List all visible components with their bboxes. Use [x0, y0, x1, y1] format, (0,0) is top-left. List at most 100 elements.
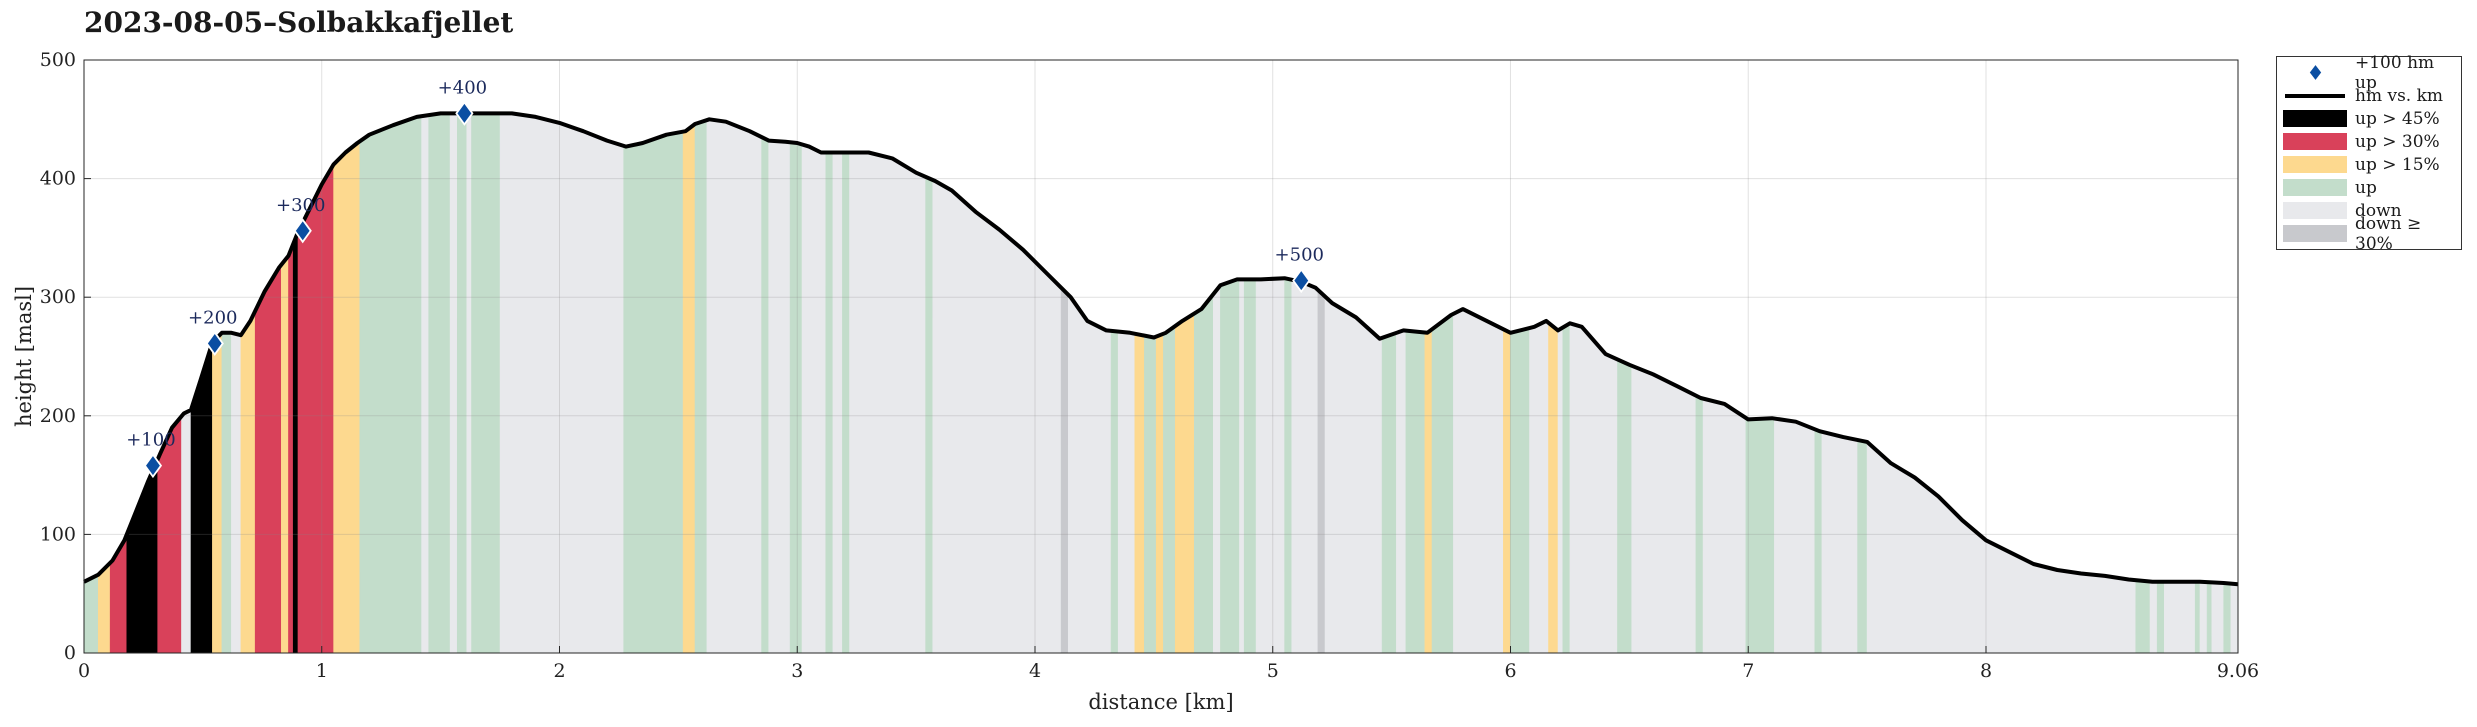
segment-down — [181, 409, 192, 654]
segment-up — [825, 152, 834, 654]
segment-up-15 — [1503, 328, 1511, 654]
legend-label: hm vs. km — [2355, 85, 2444, 106]
x-tick-label: 3 — [791, 660, 803, 682]
legend-label: up > 15% — [2355, 154, 2440, 175]
segment-down — [2199, 581, 2208, 654]
segment-down — [1557, 327, 1564, 654]
legend-label: up > 45% — [2355, 108, 2440, 129]
segment-down-steep — [1060, 286, 1069, 654]
segment-down — [2230, 583, 2239, 654]
segment-down — [1821, 431, 1858, 654]
segment-up-15 — [682, 123, 696, 654]
segment-up-15 — [333, 140, 361, 654]
segment-up — [1284, 277, 1293, 654]
segment-down — [1774, 418, 1816, 654]
segment-up — [1431, 313, 1454, 654]
segment-up — [1562, 322, 1571, 654]
segment-up — [1510, 327, 1530, 654]
segment-down — [706, 118, 762, 654]
y-tick-label: 500 — [40, 49, 76, 71]
segment-up-steep — [292, 231, 299, 654]
legend-item: down ≥ 30% — [2283, 214, 2455, 254]
segment-up — [2156, 581, 2165, 654]
legend-swatch — [2283, 179, 2347, 196]
legend-item: up — [2283, 176, 2455, 199]
segment-down — [421, 114, 430, 654]
segment-down — [1702, 398, 1747, 654]
segment-down — [466, 113, 472, 654]
plot-frame — [83, 59, 2239, 654]
segment-down — [801, 143, 827, 654]
legend-item: up > 30% — [2283, 130, 2455, 153]
y-tick-label: 400 — [40, 168, 76, 190]
legend-label: down ≥ 30% — [2355, 213, 2422, 254]
x-tick-label: 4 — [1029, 660, 1041, 682]
segment-up — [1381, 332, 1397, 654]
segment-up-15 — [1155, 333, 1164, 654]
chart-title: 2023-08-05–Solbakkafjellet — [84, 6, 514, 39]
legend: +100 hm up hm vs. km up > 45% up > 30% up > … — [2276, 53, 2462, 254]
legend-swatch — [2283, 156, 2347, 173]
segment-up — [1857, 439, 1868, 654]
y-tick-label: 0 — [64, 642, 76, 664]
segment-down — [1067, 294, 1112, 654]
milestone-marker — [205, 330, 224, 356]
elevation-chart: +100 +200 +300 +400 +500 0 1 2 3 4 5 6 7 8 9.06 0 100 20… — [12, 49, 2259, 714]
x-tick-label: 6 — [1504, 660, 1516, 682]
segment-up — [428, 113, 451, 654]
gradient-segments — [83, 113, 2239, 654]
legend-swatch — [2283, 202, 2347, 219]
segment-down-steep — [1317, 289, 1326, 654]
segment-up — [471, 113, 501, 654]
y-tick-label: 200 — [40, 405, 76, 427]
legend-item: down — [2283, 199, 2455, 222]
segment-up — [221, 332, 232, 654]
segment-up — [623, 131, 684, 654]
milestone-marker — [455, 100, 474, 126]
segment-up-steep — [126, 459, 159, 654]
segment-up-15 — [97, 562, 111, 654]
segment-down — [231, 332, 242, 654]
milestone-label: +300 — [276, 195, 325, 216]
legend-label: down — [2355, 200, 2402, 221]
x-tick-label: 5 — [1267, 660, 1279, 682]
milestone-marker — [293, 218, 312, 244]
segment-down — [1117, 331, 1136, 654]
segment-up — [1193, 293, 1214, 654]
milestone-label: +100 — [126, 430, 175, 451]
x-tick-label: 9.06 — [2217, 660, 2259, 682]
segment-down — [2164, 581, 2196, 654]
segment-up — [1243, 279, 1257, 654]
legend-swatch — [2283, 225, 2347, 242]
segment-up — [1110, 330, 1119, 654]
segment-up-15 — [1174, 312, 1195, 654]
segment-up — [842, 152, 850, 654]
segment-up-30 — [254, 263, 282, 654]
segment-up-15 — [212, 332, 223, 654]
segment-up — [1144, 335, 1157, 654]
segment-up-15 — [240, 310, 256, 654]
segment-up — [83, 574, 99, 654]
segment-up — [1814, 428, 1823, 654]
segment-up — [2194, 581, 2201, 654]
legend-item: hm vs. km — [2283, 84, 2455, 107]
segment-down — [1239, 279, 1245, 654]
legend-swatch — [2283, 87, 2347, 104]
segment-up — [1617, 359, 1633, 654]
segment-up — [1163, 325, 1176, 654]
milestone-markers: +100 +200 +300 +400 +500 — [126, 77, 1324, 479]
segment-up-15 — [280, 254, 289, 654]
segment-up — [789, 141, 803, 654]
segment-down — [1396, 330, 1407, 654]
legend-label: up — [2355, 177, 2377, 198]
segment-up — [1405, 330, 1426, 654]
legend-line-swatch — [2285, 94, 2345, 98]
segment-down — [1631, 365, 1697, 654]
x-tick-label: 0 — [78, 660, 90, 682]
segment-up-15 — [1424, 328, 1433, 654]
y-tick-label: 100 — [40, 523, 76, 545]
segment-down — [1529, 320, 1549, 654]
segment-down — [499, 113, 625, 654]
segment-down — [1453, 308, 1504, 654]
segment-up — [2135, 579, 2151, 654]
